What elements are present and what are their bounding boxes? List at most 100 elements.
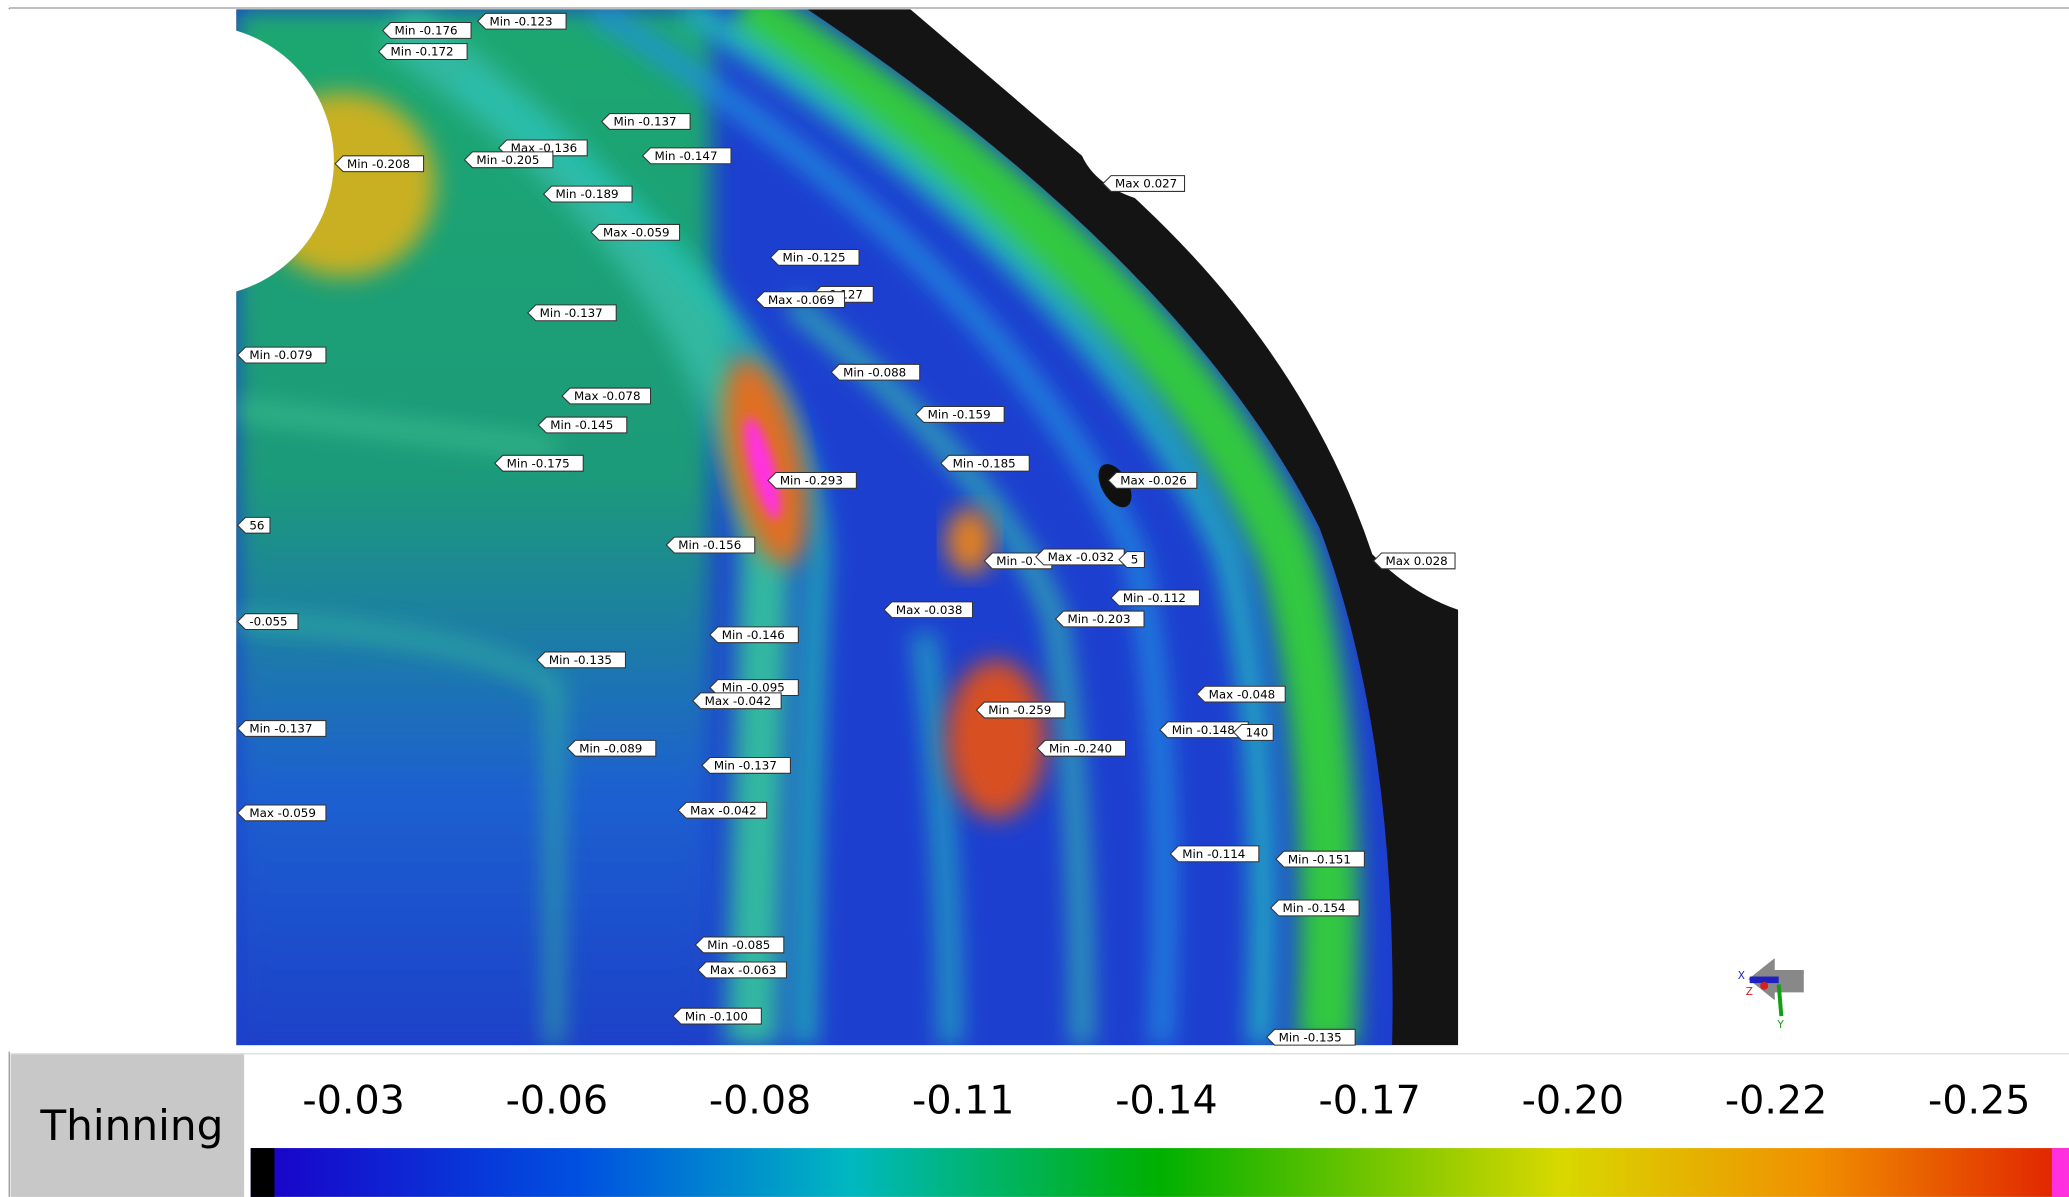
annotation-box [236, 346, 327, 364]
annotation: Min -0.146 [709, 626, 799, 644]
annotation-box [1118, 551, 1145, 569]
annotation-box [590, 223, 681, 241]
annotation: Min -0.114 [1169, 845, 1260, 863]
triad-x: X [1738, 970, 1745, 982]
annotation-text: Max -0.059 [249, 806, 316, 820]
annotation-box [600, 113, 691, 130]
annotation-text: Min -0. [996, 554, 1036, 568]
annotation-text: Min -0.176 [395, 24, 458, 38]
annotation-box [830, 363, 921, 381]
annotation-box [377, 43, 468, 61]
annotation-box [1233, 723, 1274, 741]
annotation: 56 [236, 516, 271, 534]
annotation-box [1102, 175, 1186, 192]
legend-tick-label: -0.08 [709, 1078, 811, 1124]
annotation-text: Min -0.205 [476, 153, 539, 167]
annotation-text: Max -0.059 [603, 225, 670, 239]
annotation: Max -0.069 [755, 291, 846, 309]
annotation: Min -0. [983, 552, 1053, 570]
annotation-text: Min -0.137 [714, 759, 777, 773]
annotation: Max -0.048 [1196, 685, 1286, 703]
annotation: Min -0.189 [542, 185, 633, 203]
color-bar [250, 1148, 2069, 1197]
annotation-box [883, 601, 974, 619]
annotation-text: Min -0.156 [678, 538, 741, 552]
annotation-box [709, 626, 799, 644]
annotation-text: Min -0.088 [843, 365, 906, 379]
annotation-box [463, 151, 554, 169]
annotation-text: Max -0.042 [690, 803, 757, 817]
annotation: Min -0.159 [914, 405, 1005, 423]
annotation-text: Min -0.145 [550, 418, 613, 432]
annotation-box [494, 454, 584, 472]
annotation-box [1110, 589, 1200, 607]
annotation-text: Min -0.293 [780, 474, 843, 488]
annotation-text: Min -0.089 [579, 741, 642, 755]
annotation-box [236, 720, 327, 737]
annotation-box [755, 291, 846, 309]
annotation: 5 [1118, 551, 1145, 569]
annotation-text: Min -0.148 [1172, 723, 1235, 737]
annotation-box [536, 651, 626, 669]
annotation-text: Min -0.085 [707, 938, 770, 952]
annotation-text: Max -0.078 [574, 389, 641, 403]
annotation: Min -0.137 [527, 304, 617, 322]
annotation-box [940, 454, 1030, 472]
annotation: Min -0.172 [377, 43, 468, 61]
annotation-box [537, 416, 628, 434]
annotation: Min -0.203 [1054, 610, 1145, 628]
annotation-text: Max 0.027 [1115, 177, 1177, 191]
annotation-text: Min -0.135 [549, 653, 612, 667]
annotation: Min -0.135 [536, 651, 626, 669]
annotation-box [691, 692, 782, 710]
annotation-text: Min -0.125 [782, 251, 845, 265]
annotation-text: Min -0.203 [1067, 612, 1130, 626]
annotation-text: 140 [1246, 726, 1269, 740]
annotation-box [476, 12, 567, 30]
annotation-text: Min -0.185 [953, 456, 1016, 470]
legend-tick-label: -0.14 [1115, 1078, 1217, 1124]
annotation-text: Max -0.048 [1209, 687, 1276, 701]
annotation: 140 [1233, 723, 1274, 741]
annotation-box [561, 387, 652, 405]
annotation-box [665, 536, 756, 554]
annotation-text: Min -0.208 [347, 157, 410, 171]
annotation-box [1269, 899, 1360, 917]
annotation-text: Min -0.172 [391, 45, 454, 59]
annotation: Max -0.032 [1035, 548, 1125, 566]
annotation-text: Min -0.146 [722, 628, 785, 642]
annotation-text: Max -0.032 [1048, 550, 1115, 564]
annotation-text: Max -0.038 [896, 603, 963, 617]
annotation-text: Max -0.063 [710, 963, 777, 977]
annotation-box [1107, 471, 1198, 489]
annotation-text: Max -0.069 [768, 293, 835, 307]
annotation: Min -0.156 [665, 536, 756, 554]
legend-tick-label: -0.17 [1318, 1078, 1420, 1124]
annotation-box [1036, 739, 1127, 757]
annotation: Min -0.095 [709, 679, 799, 697]
annotation: Min -0.205 [463, 151, 554, 169]
annotation: Min -0.240 [1036, 739, 1127, 757]
annotation-box [677, 801, 768, 819]
triad-z: Z [1746, 986, 1753, 998]
annotation-text: Min -0.189 [556, 187, 619, 201]
annotation: Min -0.085 [694, 936, 785, 954]
annotation-box [694, 936, 785, 954]
legend-tick-label: -0.25 [1928, 1078, 2030, 1124]
annotation: Min -0.137 [600, 113, 691, 130]
annotation-box [1275, 850, 1365, 868]
annotation-text: Min -0.137 [249, 722, 312, 736]
color-bar-low [250, 1148, 275, 1197]
annotation-box [236, 804, 327, 822]
annotation: Min -0.137 [236, 720, 327, 737]
annotation-text: Min -0.137 [614, 115, 677, 129]
annotation-box [334, 155, 425, 173]
color-bar-high [2051, 1148, 2069, 1197]
annotation: Min -0.259 [975, 701, 1066, 719]
axis-triad: X Z Y [1738, 958, 1804, 1031]
annotation-text: Min -0.147 [654, 149, 717, 163]
annotation: Max -0.026 [1107, 471, 1198, 489]
annotation-box [1196, 685, 1286, 703]
annotation-text: -0.055 [249, 615, 287, 629]
annotation: -0.055 [236, 613, 299, 631]
